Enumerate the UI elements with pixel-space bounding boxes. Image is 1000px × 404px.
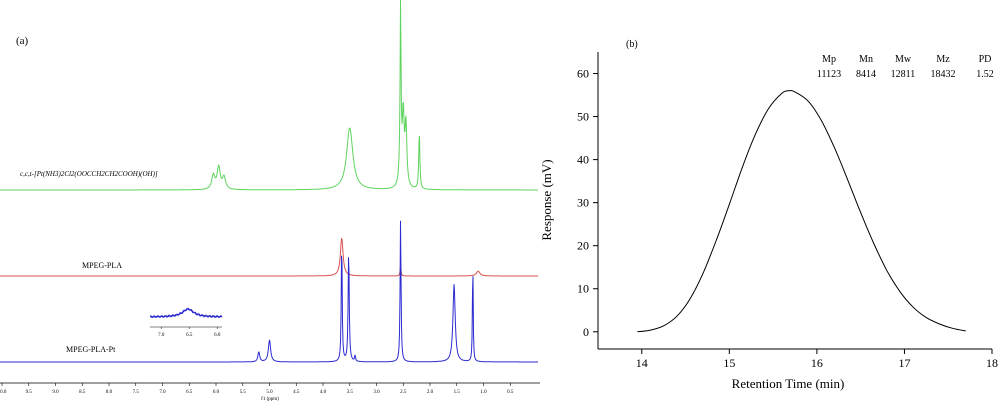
gpc-y-tick-label: 20 — [577, 239, 589, 253]
stats-header: Mp — [822, 54, 836, 65]
panel-b-label: (b) — [626, 39, 638, 50]
nmr-tick-label: 4.5 — [293, 390, 300, 395]
panel-a-label: (a) — [16, 35, 29, 47]
nmr-x-axis-title: f1 (ppm) — [261, 397, 279, 402]
series-label-mpeg-pla: MPEG-PLA — [82, 261, 122, 270]
nmr-tick-label: 9.5 — [26, 390, 33, 395]
stats-header: Mz — [936, 54, 950, 65]
nmr-tick-label: 8.0 — [106, 390, 113, 395]
nmr-inset: 7.0 6.5 6.0 — [149, 307, 223, 338]
nmr-spectra — [0, 0, 538, 363]
gpc-x-tick-label: 18 — [986, 356, 998, 370]
inset-spectrum — [149, 307, 223, 319]
nmr-tick-label: 5.0 — [266, 390, 273, 395]
spectrum-pt-complex — [0, 0, 538, 191]
gpc-y-tick-label: 10 — [577, 282, 589, 296]
nmr-tick-label: 6.5 — [186, 390, 193, 395]
series-label-pt-complex: c,c,t-[Pt(NH3)2Cl2(OOCCH2CH2COOH)(OH)] — [20, 170, 158, 178]
gpc-panel: (b) Mp Mn Mw Mz PD 11123 8414 12811 18432 1.52 0 1… — [539, 39, 998, 391]
nmr-tick-label: 2.0 — [427, 390, 434, 395]
gpc-x-ticks: 14 15 16 17 18 — [636, 349, 998, 370]
stats-value: 11123 — [817, 69, 841, 80]
nmr-tick-label: 1.5 — [454, 390, 461, 395]
gpc-y-tick-label: 60 — [577, 67, 589, 81]
series-label-mpeg-pla-pt: MPEG-PLA-Pt — [66, 345, 116, 354]
gpc-y-tick-label: 0 — [583, 325, 589, 339]
gpc-y-axis-title: Response (mV) — [539, 159, 554, 240]
stats-header: PD — [979, 54, 992, 65]
nmr-tick-label: 3.5 — [347, 390, 354, 395]
gpc-x-tick-label: 15 — [723, 356, 735, 370]
stats-value: 18432 — [931, 69, 956, 80]
stats-header: Mw — [895, 54, 912, 65]
spectrum-mpeg-pla-pt — [0, 220, 538, 363]
gpc-response-curve — [637, 90, 966, 333]
nmr-tick-label: 3.0 — [373, 390, 380, 395]
nmr-tick-label: 4.0 — [320, 390, 327, 395]
nmr-tick-label: 9.0 — [52, 390, 59, 395]
stats-value: 1.52 — [976, 69, 994, 80]
stats-header: Mn — [859, 54, 873, 65]
gpc-x-tick-label: 16 — [811, 356, 823, 370]
gpc-y-ticks: 0 10 20 30 40 50 60 — [577, 67, 598, 339]
nmr-tick-label: 10.0 — [0, 390, 7, 395]
nmr-tick-label: 2.5 — [400, 390, 407, 395]
inset-tick-label: 6.0 — [214, 333, 221, 338]
gpc-y-tick-label: 30 — [577, 196, 589, 210]
gpc-y-tick-label: 50 — [577, 110, 589, 124]
molecular-weight-stats: Mp Mn Mw Mz PD 11123 8414 12811 18432 1.52 — [817, 54, 994, 80]
spectrum-mpeg-pla — [0, 237, 538, 277]
nmr-tick-label: 7.5 — [133, 390, 140, 395]
gpc-x-axis-title: Retention Time (min) — [732, 376, 845, 391]
inset-tick-label: 6.5 — [186, 333, 193, 338]
gpc-x-tick-label: 14 — [636, 356, 648, 370]
nmr-tick-label: 6.0 — [213, 390, 220, 395]
nmr-tick-label: 0.5 — [507, 390, 514, 395]
nmr-panel: (a) c,c,t-[Pt(NH3)2Cl2(OOCCH2CH2COOH)(OH… — [0, 0, 540, 402]
nmr-tick-label: 7.0 — [159, 390, 166, 395]
nmr-tick-label: 1.0 — [480, 390, 487, 395]
gpc-y-tick-label: 40 — [577, 153, 589, 167]
nmr-tick-label: 5.5 — [240, 390, 247, 395]
stats-value: 12811 — [891, 69, 916, 80]
nmr-tick-label: 8.5 — [79, 390, 86, 395]
gpc-x-tick-label: 17 — [898, 356, 910, 370]
stats-value: 8414 — [856, 69, 876, 80]
inset-tick-label: 7.0 — [158, 333, 165, 338]
nmr-x-ticks: 10.0 9.5 9.0 8.5 8.0 7.5 7.0 6.5 6.0 5.5 5.0 4.5 4.0… — [0, 383, 514, 395]
